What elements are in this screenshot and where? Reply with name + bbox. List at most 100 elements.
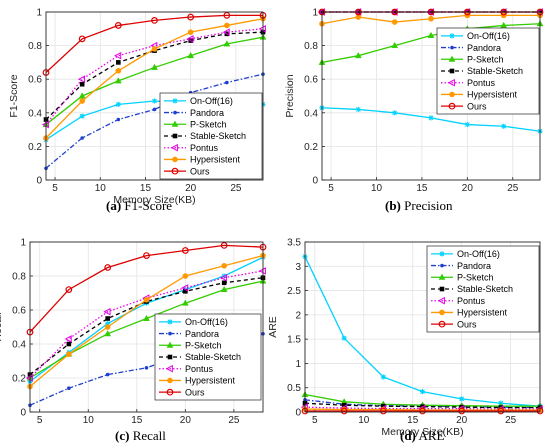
- legend-marker: [173, 110, 177, 115]
- data-point: [152, 107, 157, 112]
- x-tick-label: 15: [416, 183, 428, 194]
- legend-marker: [439, 286, 445, 292]
- data-point: [419, 407, 426, 415]
- legend-label: Pontus: [185, 364, 214, 374]
- data-point: [104, 324, 111, 330]
- data-point: [114, 77, 122, 84]
- data-point: [391, 41, 399, 49]
- data-point: [79, 98, 85, 104]
- legend-label: Pandora: [190, 108, 224, 118]
- data-point: [115, 101, 121, 107]
- y-axis-label: F1-Score: [8, 74, 20, 117]
- data-point: [501, 123, 507, 129]
- legend-marker: [449, 68, 455, 74]
- x-tick-label: 10: [83, 415, 95, 426]
- data-point: [355, 106, 361, 113]
- x-tick-label: 5: [312, 415, 318, 426]
- caption-c: (c) Recall: [115, 428, 166, 444]
- y-tick-label: 1: [312, 8, 318, 19]
- data-point: [104, 330, 112, 337]
- x-axis-label: Memory Size(KB): [113, 194, 195, 206]
- legend-marker: [172, 133, 178, 139]
- y-tick-label: 0.4: [12, 340, 26, 351]
- y-tick-label: 0.4: [28, 108, 42, 119]
- caption-b: (b) Precision: [385, 198, 453, 214]
- legend-marker: [168, 331, 172, 336]
- data-point: [419, 389, 426, 395]
- legend-marker: [437, 296, 445, 305]
- data-point: [187, 51, 195, 59]
- data-point: [114, 22, 122, 29]
- y-tick-label: 0.5: [287, 383, 301, 394]
- y-tick-label: 0.6: [12, 306, 26, 317]
- x-tick-label: 20: [462, 183, 474, 194]
- data-point: [187, 13, 195, 21]
- data-point: [379, 407, 387, 415]
- y-tick-label: 0: [20, 408, 26, 419]
- caption-d: (d) ARE: [400, 428, 444, 444]
- y-tick-label: 0.6: [304, 75, 318, 86]
- legend-marker: [449, 33, 455, 39]
- legend-marker: [170, 143, 178, 152]
- data-point: [64, 335, 72, 343]
- data-point: [66, 341, 72, 347]
- data-point: [77, 75, 86, 84]
- legend-marker: [167, 354, 173, 360]
- axes-frame: [321, 11, 541, 181]
- x-tick-label: 10: [371, 183, 383, 194]
- data-point: [500, 21, 508, 28]
- legend-label: Pontus: [190, 143, 219, 153]
- legend-label: Stable-Sketch: [457, 284, 513, 294]
- legend-label: Hypersistent: [467, 90, 518, 100]
- legend-label: P-Sketch: [467, 54, 504, 64]
- x-tick-label: 15: [140, 183, 152, 194]
- data-point: [144, 366, 149, 370]
- legend-label: Pandora: [185, 329, 219, 339]
- data-point: [181, 247, 189, 254]
- data-point: [103, 307, 111, 316]
- legend-label: P-Sketch: [190, 119, 227, 129]
- y-tick-label: 0.2: [28, 142, 42, 153]
- legend-marker: [172, 98, 178, 104]
- legend-label: Stable-Sketch: [467, 66, 523, 76]
- data-point: [186, 35, 194, 43]
- x-axis-label: Memory Size(KB): [381, 426, 463, 438]
- x-tick-label: 15: [407, 415, 419, 426]
- chart-3: 5 10 15 20 25 0 0.5 1 1.5 2 2.5 3 3.5 Memory Size(KB)…: [267, 238, 544, 438]
- data-point: [391, 19, 398, 25]
- data-point: [458, 407, 466, 415]
- legend-marker: [171, 167, 179, 175]
- y-tick-label: 0: [36, 176, 42, 187]
- legend-label: Ours: [190, 166, 210, 176]
- data-point: [181, 299, 189, 306]
- x-tick-label: 25: [228, 415, 240, 426]
- y-tick-label: 3: [295, 262, 301, 273]
- y-tick-label: 2.5: [287, 286, 301, 297]
- data-point: [143, 314, 150, 321]
- caption-a: (a) F1-Score: [106, 198, 172, 214]
- x-tick-label: 10: [95, 183, 107, 194]
- x-tick-label: 20: [185, 183, 197, 194]
- legend-marker: [439, 251, 445, 257]
- legend-label: On-Off(16): [190, 96, 233, 106]
- data-point: [221, 280, 227, 286]
- x-tick-label: 20: [456, 415, 468, 426]
- legend-marker: [448, 55, 456, 62]
- axes-frame: [304, 241, 541, 413]
- data-point: [225, 80, 229, 85]
- x-tick-label: 20: [180, 415, 192, 426]
- data-point: [222, 28, 230, 36]
- legend-label: On-Off(16): [457, 249, 500, 259]
- data-point: [78, 92, 86, 99]
- x-tick-label: 25: [230, 183, 242, 194]
- legend-marker: [166, 341, 174, 348]
- legend-marker: [448, 102, 456, 110]
- y-axis-label: ARE: [267, 316, 279, 338]
- legend-box: [154, 313, 262, 401]
- axes-frame: [45, 11, 264, 181]
- data-point: [428, 15, 434, 22]
